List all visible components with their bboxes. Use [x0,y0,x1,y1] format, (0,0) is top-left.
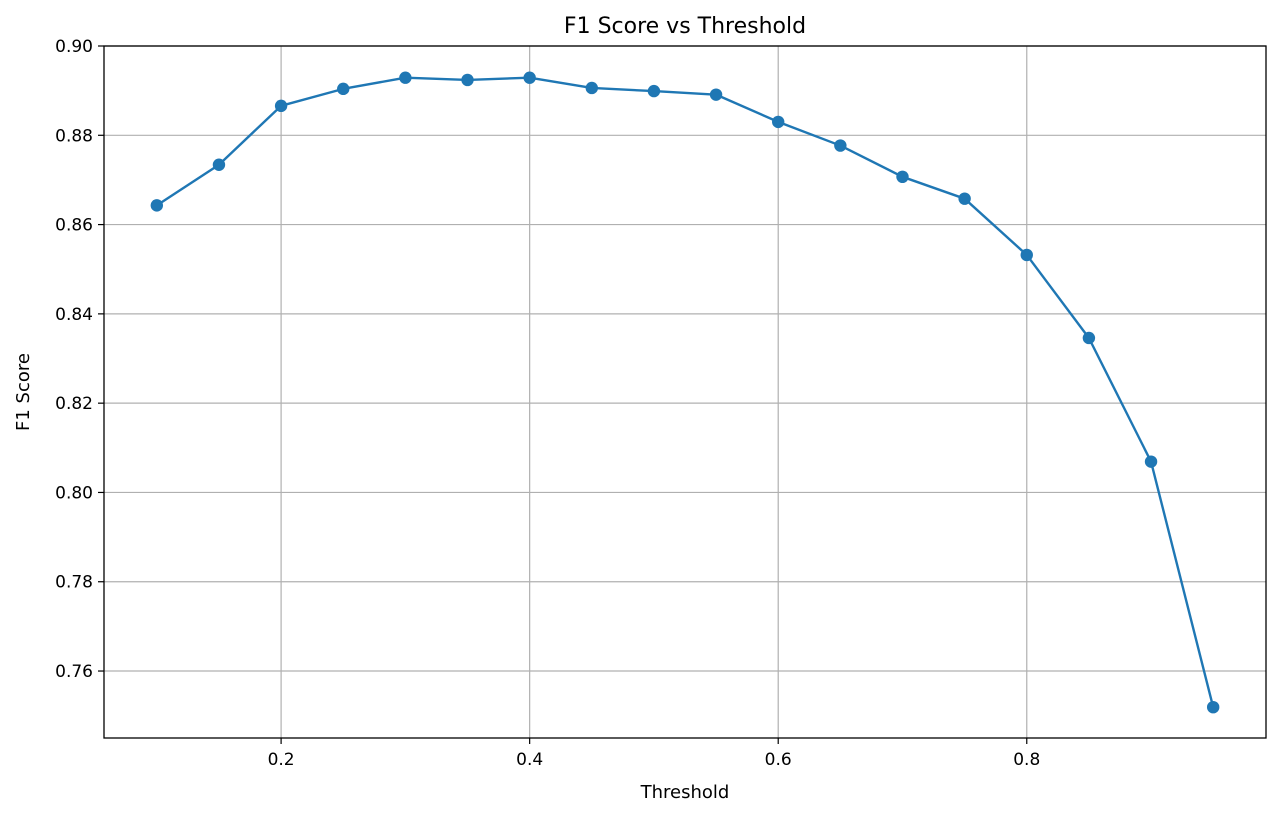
data-point [896,170,909,184]
data-point [1082,331,1096,345]
data-point [834,139,847,152]
data-point [647,84,661,98]
y-tick-label: 0.78 [55,573,93,593]
data-point [585,81,598,95]
x-tick-label: 0.4 [516,750,543,770]
axis-ticks: 0.2 0.4 0.6 0.8 0.76 0.78 0.80 0.82 0.84 0.86 0.88… [55,37,1040,770]
data-point [274,99,288,113]
plot-frame [103,45,1267,739]
y-tick-label: 0.84 [55,305,93,325]
data-point [212,158,226,171]
y-tick-label: 0.80 [55,483,93,503]
data-point [958,192,971,205]
data-point [1206,700,1220,714]
y-tick-label: 0.86 [55,216,93,236]
data-point [1144,455,1158,468]
x-axis-label: Threshold [640,782,730,803]
series-line [156,76,1215,708]
data-point [399,71,412,84]
y-tick-label: 0.88 [55,126,93,146]
y-axis-label: F1 Score [13,353,34,431]
grid-lines [104,45,1266,738]
chart-title: F1 Score vs Threshold [564,14,806,39]
series-layer [150,71,1220,714]
y-tick-label: 0.82 [55,394,93,414]
x-tick-label: 0.6 [765,750,792,770]
data-point [337,82,350,96]
x-tick-label: 0.8 [1013,750,1040,770]
x-tick-label: 0.2 [268,750,295,770]
data-point [461,73,474,87]
y-tick-label: 0.76 [55,662,93,682]
y-tick-label: 0.90 [55,37,93,57]
data-point [772,115,785,129]
data-point [1020,248,1033,262]
data-point [150,199,164,212]
data-point [709,88,723,101]
data-point [523,71,536,84]
